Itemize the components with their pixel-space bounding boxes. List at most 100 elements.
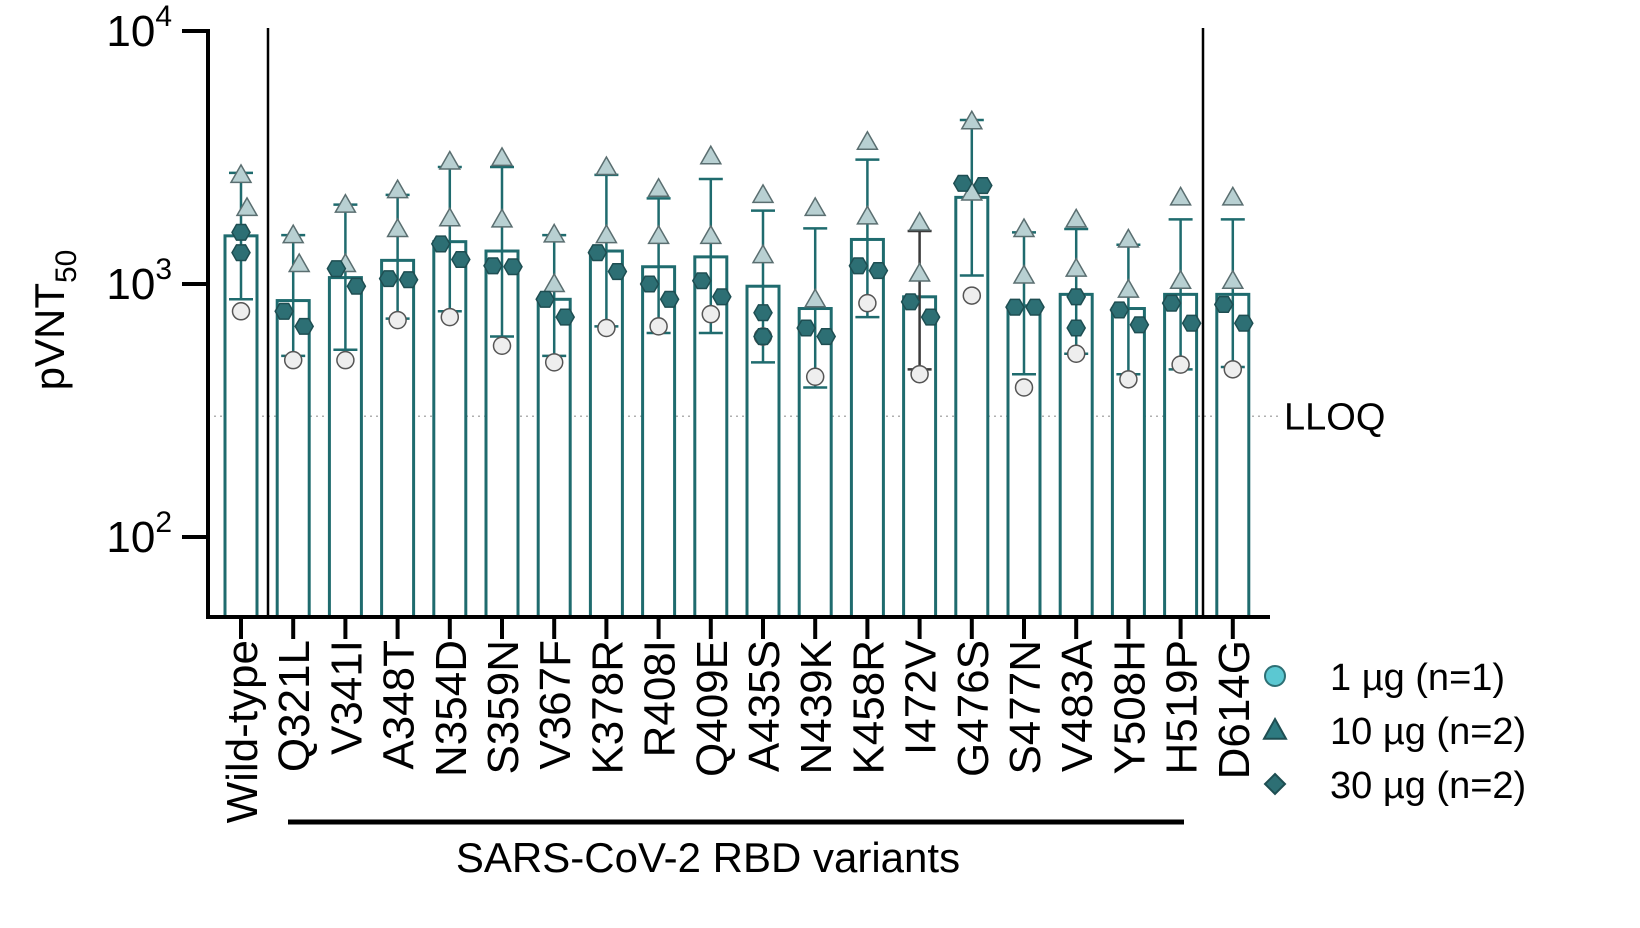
point-1ug <box>1171 355 1190 374</box>
point-10ug <box>1169 269 1192 290</box>
point-10ug <box>1221 269 1245 290</box>
point-1ug <box>231 302 251 321</box>
point-30ug <box>1066 319 1087 337</box>
x-tick-label-q409e: Q409E <box>688 640 737 777</box>
point-30ug <box>503 258 523 276</box>
point-1ug <box>1066 344 1086 364</box>
point-30ug <box>346 277 367 295</box>
point-10ug <box>1064 207 1088 228</box>
point-10ug <box>1012 264 1036 284</box>
point-10ug <box>287 252 311 273</box>
point-10ug <box>647 224 670 245</box>
y-axis-title-main: pVNT <box>26 283 73 390</box>
point-10ug <box>235 196 259 217</box>
x-tick-label-wild-type: Wild-type <box>218 640 267 823</box>
point-30ug <box>450 250 471 269</box>
axis-lines <box>206 29 1270 619</box>
point-10ug <box>1012 217 1036 238</box>
point-10ug <box>751 183 775 204</box>
point-30ug <box>398 271 419 289</box>
point-30ug <box>231 244 251 262</box>
point-30ug <box>1181 314 1202 332</box>
point-30ug <box>607 263 628 281</box>
point-30ug <box>920 308 941 326</box>
point-10ug <box>1169 185 1192 206</box>
point-1ug <box>962 286 982 305</box>
point-10ug <box>699 224 723 245</box>
point-30ug <box>1025 298 1045 316</box>
point-30ug <box>659 290 680 308</box>
legend-label-10ug: 10 µg (n=2) <box>1330 711 1526 753</box>
point-30ug <box>294 317 315 335</box>
point-10ug <box>334 193 357 213</box>
legend-marker-diamond <box>1263 772 1287 796</box>
x-tick-label-v367f: V367F <box>531 640 580 770</box>
point-30ug <box>1213 295 1234 314</box>
point-30ug <box>1109 301 1130 319</box>
point-30ug <box>639 275 660 293</box>
point-10ug <box>490 207 514 228</box>
point-30ug <box>1005 298 1025 316</box>
point-30ug <box>483 257 503 275</box>
point-10ug <box>751 243 775 264</box>
y-tick-exponent: 4 <box>155 0 172 33</box>
point-30ug <box>535 290 556 308</box>
point-10ug <box>595 223 618 244</box>
point-1ug <box>544 353 564 372</box>
point-30ug <box>378 270 399 288</box>
point-30ug <box>555 308 576 326</box>
point-1ug <box>492 336 512 356</box>
x-tick-label-h519p: H519P <box>1158 640 1207 775</box>
point-1ug <box>649 317 668 336</box>
point-1ug <box>1014 378 1034 397</box>
legend-marker-circle <box>1264 665 1286 687</box>
x-tick-label-s477n: S477N <box>1001 640 1050 775</box>
point-10ug <box>856 204 879 225</box>
point-10ug <box>856 130 879 150</box>
point-10ug <box>960 109 984 130</box>
x-tick-label-y508h: Y508H <box>1105 640 1154 775</box>
point-30ug <box>796 319 817 337</box>
point-10ug <box>699 144 723 165</box>
point-1ug <box>858 293 877 313</box>
point-10ug <box>1221 185 1245 206</box>
point-30ug <box>1066 288 1087 306</box>
x-tick-label-v483a: V483A <box>1053 639 1102 772</box>
point-30ug <box>753 327 773 346</box>
point-30ug <box>972 177 993 195</box>
point-30ug <box>587 244 608 262</box>
point-30ug <box>430 235 451 253</box>
lloq-label: LLOQ <box>1284 396 1385 438</box>
point-30ug <box>848 257 869 275</box>
point-10ug <box>542 272 566 293</box>
y-axis-title-sub: 50 <box>50 250 83 283</box>
point-10ug <box>229 163 253 184</box>
point-10ug <box>490 146 514 167</box>
point-1ug <box>440 307 460 327</box>
point-1ug <box>283 350 303 370</box>
point-10ug <box>281 223 305 244</box>
point-10ug <box>1117 278 1140 298</box>
x-tick-label-s359n: S359N <box>479 640 528 775</box>
x-tick-label-d614g: D614G <box>1210 640 1259 779</box>
legend-label-1ug: 1 µg (n=1) <box>1330 657 1505 699</box>
legend-marker-triangle <box>1262 716 1288 740</box>
point-1ug <box>1119 370 1138 389</box>
point-10ug <box>803 196 827 217</box>
point-30ug <box>274 302 295 320</box>
point-1ug <box>1223 360 1243 379</box>
y-tick-base: 10 <box>106 260 155 309</box>
y-tick-base: 10 <box>106 513 155 562</box>
point-30ug <box>1233 314 1254 332</box>
point-1ug <box>910 364 929 384</box>
point-10ug <box>542 222 566 243</box>
point-30ug <box>326 260 347 278</box>
y-tick-label: 104 <box>106 0 172 56</box>
point-10ug <box>908 262 931 282</box>
x-tick-label-a435s: A435S <box>740 640 789 772</box>
point-10ug <box>803 287 827 308</box>
y-tick-exponent: 2 <box>155 506 172 539</box>
point-30ug <box>952 174 973 192</box>
x-tick-label-k458r: K458R <box>844 640 893 775</box>
